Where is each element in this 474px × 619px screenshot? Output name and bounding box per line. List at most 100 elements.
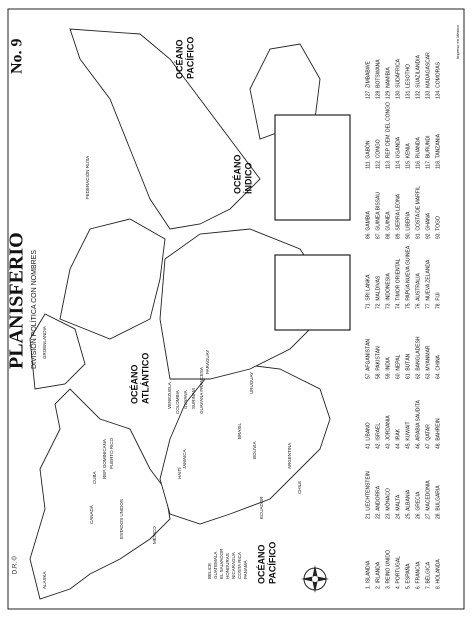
country-list-item: 26. GRECIA [415, 491, 421, 519]
country-label: REP. DOMINICANA [102, 439, 107, 479]
country-label: MÉXICO [151, 526, 157, 544]
country-list-item: 6. FRANCIA [415, 561, 421, 589]
country-list-item: 44. IRAK [395, 428, 401, 449]
country-label: EL SALVADOR [219, 548, 224, 579]
country-list-item: 130. SUDÁFRICA [394, 58, 401, 99]
country-list-item: 76. AUSTRALIA [415, 272, 421, 309]
subtitle: DIVISIÓN POLÍTICA CON NOMBRES [29, 250, 38, 369]
country-list-item: 57. AFGANISTÁN [364, 339, 371, 379]
greenland [29, 313, 86, 390]
country-list-item: 131. LESOTHO [405, 64, 411, 99]
country-list-item: 61. BUTÁN [404, 353, 411, 379]
country-label: ESTADOS UNIDOS [119, 499, 124, 539]
country-label: NICARAGUA [231, 552, 236, 579]
country-list-item: 78. FIJI [435, 292, 441, 309]
country-list-item: 92. GHANA [425, 212, 431, 239]
country-list-item: 128. BOTSWANA [375, 59, 381, 99]
ocean-label: OCÉANO [256, 544, 266, 584]
country-label: URUGUAY [249, 372, 254, 394]
country-list-item: 45. KUWAIT [405, 421, 411, 449]
country-list-item: 28. BULGARIA [435, 485, 441, 519]
frame [7, 8, 465, 610]
country-list-item: 115. KENIA [405, 143, 411, 169]
inset-box [274, 114, 351, 221]
country-list-item: 46. ARABIA SAUDITA [415, 400, 421, 449]
country-list-item: 62. BANGLADESH [415, 336, 421, 379]
country-list-item: 47. QATAR [425, 424, 431, 449]
country-label: GUAYANA FRANCESA [199, 367, 204, 414]
country-list-item: 48. BAHREIN [435, 418, 441, 449]
country-list-item: 118. TANZANIA [435, 133, 441, 169]
ocean-label: PACÍFICO [185, 37, 195, 79]
country-label: CUBA [92, 471, 97, 484]
country-label: FEDERACIÓN RUSA [84, 156, 90, 199]
country-label: GROENLANDIA [42, 326, 47, 359]
inset-box [274, 254, 351, 331]
compass-star [301, 565, 329, 593]
country-list-item: 24. MALTA [395, 494, 401, 519]
country-list-item: 23. MÓNACO [384, 488, 391, 519]
country-list-item: 91. COSTA DE MARFIL [415, 186, 421, 239]
country-label: HONDURAS [225, 553, 230, 579]
south-america [159, 363, 331, 525]
country-label: CHILE [297, 481, 302, 494]
ocean-label: ATLÁNTICO [140, 353, 150, 404]
ocean-label: PACÍFICO [267, 542, 277, 584]
country-list-item: 88. GUINEA [385, 211, 391, 239]
country-list-item: 127. ZIMBABWE [365, 61, 371, 99]
country-list-item: 60. NEPAL [395, 354, 401, 379]
copyright: D.R. © [12, 555, 19, 574]
country-list-item: 132. SUAZILANDIA [415, 54, 421, 99]
country-list-item: 21. LIECHTENSTEIN [365, 471, 371, 519]
country-label: VENEZUELA [167, 382, 172, 409]
country-label: HAITÍ [176, 467, 182, 479]
country-list-item: 27. MACEDONIA [425, 480, 431, 519]
country-list-item: 42. ISRAEL [375, 423, 381, 449]
country-list-item: 113. REP. DEM. DEL CONGO [385, 102, 391, 169]
country-label: PARAGUAY [205, 350, 210, 374]
country-label: BELICE [207, 563, 212, 579]
country-list-item: 134. COMORAS [435, 61, 441, 99]
country-list-item: 8. HOLANDA [435, 559, 441, 589]
country-label: SURINAM [191, 388, 196, 409]
country-list-item: 73. INDONESIA [385, 272, 391, 309]
country-list-item: 93. TOGO [435, 216, 441, 239]
country-list-item: 75. PAPÚA NUEVA GUINEA [404, 245, 411, 309]
ocean-label: ÍNDICO [243, 163, 253, 195]
country-list-item: 112. CONGO [375, 139, 381, 169]
country-list-item: 116. RUANDA [415, 136, 421, 169]
country-list-item: 74. TIMOR ORIENTAL [395, 258, 401, 309]
country-list-item: 1. ISLANDIA [365, 560, 371, 589]
country-label: ARGENTINA [287, 443, 292, 469]
country-label: COLOMBIA [175, 390, 180, 414]
country-label: ALASKA [42, 571, 47, 589]
ocean-label: OCÉANO [129, 364, 139, 404]
country-list-item: 64. CHINA [435, 354, 441, 379]
north-america [29, 388, 171, 600]
country-label: ECUADOR [259, 496, 264, 519]
country-list-item: 5. ESPAÑA [404, 563, 411, 589]
country-list-item: 43. JORDANIA [385, 415, 391, 449]
printed-note: Impreso en México [455, 24, 460, 59]
country-list-item: 90. LIBERIA [405, 211, 411, 239]
rotated-sheet: PLANISFERIO DIVISIÓN POLÍTICA CON NOMBRE… [6, 8, 465, 610]
country-list-item: 2. IRLANDA [375, 561, 381, 589]
country-list-item: 72. MALDIVAS [375, 275, 381, 309]
sheet-number: No. 9 [9, 38, 26, 74]
europe [59, 218, 166, 340]
country-list-item: 7. BÉLGICA [424, 561, 431, 589]
country-list-item: 129. NAMIBIA [385, 67, 391, 99]
country-list-item: 25. ALBANIA [405, 489, 411, 519]
country-label: PANAMÁ [242, 560, 248, 579]
country-list-item: 114. UGANDA [395, 136, 401, 169]
country-list-item: 4. PORTUGAL [395, 556, 401, 589]
country-label: PUERTO RICO [109, 437, 114, 469]
country-label: COSTA RICA [237, 552, 242, 579]
eurasia [69, 28, 261, 230]
country-list-item: 86. GAMBIA [365, 211, 371, 239]
country-list-item: 58. PAKISTÁN [374, 346, 381, 379]
country-list-item: 133. MADAGASCAR [425, 52, 431, 99]
country-label: CANADÁ [88, 505, 94, 524]
title: PLANISFERIO [6, 232, 28, 369]
